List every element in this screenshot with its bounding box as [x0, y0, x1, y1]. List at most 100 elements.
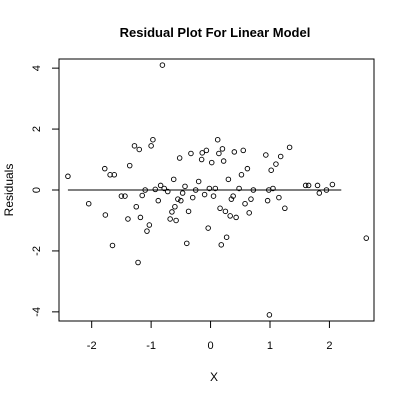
data-point — [195, 178, 202, 185]
data-point — [118, 193, 125, 199]
data-point — [242, 200, 248, 207]
data-point — [150, 136, 156, 143]
data-point — [102, 212, 109, 218]
data-point — [248, 196, 254, 202]
data-point — [305, 182, 312, 189]
data-point — [184, 240, 190, 247]
y-tick-label: 2 — [31, 126, 43, 132]
data-point — [206, 185, 213, 192]
data-point — [161, 185, 167, 192]
data-point — [173, 217, 179, 224]
data-point — [286, 144, 293, 151]
data-point — [220, 158, 227, 164]
data-point — [214, 136, 221, 143]
data-point — [172, 204, 178, 210]
data-point — [208, 159, 215, 166]
data-point — [135, 259, 141, 266]
data-point — [139, 192, 145, 199]
data-point — [302, 182, 309, 189]
y-tick-label: 0 — [31, 187, 43, 193]
data-point — [266, 312, 273, 318]
data-point — [165, 188, 171, 195]
x-tick-label: -1 — [146, 340, 156, 352]
data-point — [178, 197, 184, 204]
data-point — [201, 191, 208, 198]
data-point — [152, 186, 159, 193]
data-point — [222, 208, 229, 215]
data-point — [227, 213, 233, 219]
data-point — [170, 176, 177, 183]
data-point — [231, 149, 238, 155]
data-point — [246, 210, 252, 216]
data-point — [273, 161, 279, 167]
data-point — [182, 183, 188, 190]
x-tick-label: 2 — [326, 340, 332, 352]
data-point — [65, 173, 71, 180]
data-point — [219, 146, 226, 152]
data-point — [264, 197, 271, 204]
data-point — [329, 181, 336, 188]
data-point — [133, 204, 140, 210]
data-point — [263, 152, 269, 158]
data-point — [276, 194, 282, 201]
data-point — [111, 172, 118, 178]
data-point — [323, 187, 330, 193]
data-point — [363, 235, 370, 241]
data-point — [176, 155, 183, 161]
y-tick-label: -2 — [31, 246, 43, 256]
data-point — [277, 153, 284, 160]
x-tick-label: 0 — [207, 340, 213, 352]
data-point — [137, 214, 144, 221]
y-tick-label: 4 — [31, 65, 43, 71]
data-point — [122, 193, 128, 199]
data-point — [125, 216, 131, 222]
data-point — [155, 197, 162, 204]
data-point — [314, 182, 321, 189]
data-point — [282, 205, 288, 212]
data-point — [240, 147, 246, 154]
data-point — [159, 62, 166, 68]
data-point — [157, 182, 164, 189]
data-point — [216, 150, 222, 157]
data-point — [212, 185, 219, 192]
data-point — [146, 222, 153, 228]
data-point — [316, 190, 323, 196]
data-point — [188, 150, 194, 157]
data-point — [126, 162, 133, 169]
y-axis-label: Residuals — [2, 164, 16, 217]
x-tick-label: -2 — [87, 340, 97, 352]
data-point — [244, 165, 251, 172]
x-axis: -2 -1 0 1 2 — [87, 321, 332, 352]
data-point — [167, 216, 173, 222]
data-point — [102, 165, 108, 172]
data-point — [192, 187, 199, 193]
data-point — [148, 143, 154, 149]
y-tick-label: -4 — [31, 307, 43, 317]
data-point — [136, 146, 142, 153]
x-axis-label: X — [210, 370, 218, 384]
data-point — [225, 176, 232, 183]
data-point — [270, 185, 276, 192]
data-point — [223, 234, 230, 240]
data-point — [210, 193, 217, 199]
data-point — [198, 156, 205, 163]
data-point — [217, 205, 223, 212]
data-point — [185, 208, 192, 215]
data-point — [175, 196, 181, 202]
data-point — [85, 200, 92, 207]
data-point — [142, 187, 148, 193]
data-point — [144, 228, 150, 234]
y-axis: -4 -2 0 2 4 — [31, 65, 59, 317]
data-point — [236, 185, 242, 192]
data-point — [230, 193, 236, 199]
chart-title: Residual Plot For Linear Model — [120, 25, 311, 40]
data-point — [205, 225, 211, 231]
data-point — [203, 147, 210, 154]
data-points — [65, 62, 370, 318]
data-point — [169, 209, 175, 215]
data-point — [233, 214, 239, 221]
data-point — [179, 190, 186, 196]
data-point — [268, 167, 274, 173]
data-point — [238, 172, 245, 178]
